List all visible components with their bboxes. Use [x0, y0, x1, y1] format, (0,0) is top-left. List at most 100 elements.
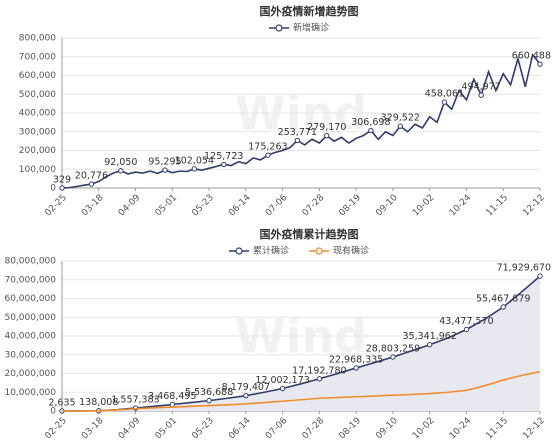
x-tick-label: 09-10	[374, 416, 400, 442]
legend-label: 现有确诊	[333, 245, 369, 257]
series-line	[61, 275, 541, 412]
series-line	[61, 53, 541, 189]
data-point	[88, 181, 95, 187]
x-tick-label: 08-19	[337, 193, 363, 219]
data-label: 102,054	[175, 155, 214, 166]
x-tick-label: 05-23	[190, 416, 216, 442]
x-tick-label: 03-18	[80, 416, 106, 442]
legend-marker	[235, 247, 243, 255]
x-tick-label: 10-24	[448, 416, 474, 442]
y-tick-label: 50,000,000	[4, 313, 56, 323]
y-tick-label: 200,000	[19, 146, 56, 156]
y-tick-label: 600,000	[19, 71, 56, 81]
x-tick-label: 07-28	[301, 193, 327, 219]
data-label: 125,723	[204, 151, 243, 162]
y-tick-label: 300,000	[19, 127, 56, 137]
data-point	[169, 401, 176, 408]
data-label: 55,467,879	[476, 293, 530, 304]
y-tick-label: 40,000,000	[4, 332, 56, 342]
data-point	[537, 61, 543, 67]
data-point	[265, 152, 271, 158]
x-tick-label: 06-14	[227, 193, 253, 219]
data-label: 660,488	[512, 51, 551, 62]
data-label: 138,008	[79, 397, 118, 408]
data-label: 35,341,962	[402, 331, 456, 342]
data-point	[500, 304, 506, 310]
y-tick-label: 70,000,000	[4, 275, 56, 285]
x-tick-label: 05-23	[190, 193, 216, 219]
legend-label: 新增确诊	[293, 22, 329, 34]
series-area	[62, 276, 540, 411]
data-point	[368, 127, 374, 134]
data-label: 329	[53, 174, 71, 185]
x-tick-label: 07-28	[301, 416, 327, 442]
chart-title: 国外疫情累计趋势图	[260, 227, 359, 241]
x-tick-label: 10-02	[411, 193, 437, 219]
x-tick-label: 10-24	[448, 193, 474, 219]
x-tick-label: 10-02	[411, 416, 437, 442]
x-tick-label: 07-06	[264, 416, 290, 442]
x-tick-label: 08-19	[337, 416, 363, 442]
legend-marker	[275, 24, 283, 32]
x-tick-label: 07-06	[264, 193, 290, 219]
data-point	[426, 342, 433, 348]
data-point	[191, 166, 198, 172]
y-tick-label: 0	[50, 184, 56, 194]
y-tick-label: 500,000	[19, 90, 56, 100]
data-point	[59, 185, 65, 191]
chart-title: 国外疫情新增趋势图	[260, 4, 359, 18]
x-tick-label: 11-15	[485, 193, 511, 219]
y-tick-label: 60,000,000	[4, 294, 56, 304]
x-tick-label: 06-14	[227, 416, 253, 442]
data-point	[478, 92, 484, 98]
data-point	[463, 326, 470, 333]
data-label: 5,536,688	[185, 387, 233, 398]
data-label: 22,968,335	[329, 354, 383, 365]
data-label: 458,061	[425, 89, 464, 100]
x-tick-label: 11-15	[485, 416, 511, 442]
series-line	[61, 370, 541, 412]
data-label: 494,977	[462, 82, 501, 93]
x-tick-label: 05-01	[154, 416, 180, 442]
data-point	[118, 168, 124, 174]
x-tick-label: 02-25	[43, 193, 69, 219]
legend-label: 累计确诊	[253, 245, 289, 257]
x-tick-label: 05-01	[154, 193, 180, 219]
data-label: 329,522	[381, 113, 420, 124]
y-tick-label: 10,000,000	[4, 388, 56, 398]
x-tick-label: 09-10	[374, 193, 400, 219]
data-point	[243, 392, 249, 399]
data-point	[279, 385, 286, 392]
data-label: 306,698	[351, 117, 390, 128]
y-tick-label: 100,000	[19, 165, 56, 175]
data-point	[397, 123, 403, 129]
data-label: 20,776	[75, 171, 108, 182]
y-tick-label: 80,000,000	[4, 257, 56, 267]
x-tick-label: 04-09	[117, 416, 143, 442]
data-label: 95,295	[148, 157, 181, 168]
data-point	[206, 397, 212, 404]
data-label: 43,477,570	[439, 316, 493, 327]
y-tick-label: 30,000,000	[4, 350, 56, 360]
y-tick-label: 0	[50, 407, 56, 417]
data-point	[162, 167, 168, 173]
y-tick-label: 800,000	[19, 34, 56, 44]
y-tick-label: 700,000	[19, 52, 56, 62]
data-label: 8,179,407	[222, 382, 270, 393]
data-label: 28,803,259	[366, 343, 420, 354]
data-label: 1,557,383	[111, 395, 159, 406]
data-point	[221, 161, 227, 168]
data-label: 175,263	[248, 142, 287, 153]
x-tick-label: 12-12	[521, 193, 547, 219]
data-label: 253,771	[278, 127, 317, 138]
data-label: 71,929,670	[497, 263, 551, 274]
data-point	[324, 132, 330, 139]
data-point	[537, 273, 543, 279]
data-point	[441, 99, 448, 105]
data-label: 3,468,495	[148, 391, 196, 402]
x-tick-label: 12-12	[521, 416, 547, 442]
data-label: 279,170	[307, 122, 346, 133]
data-label: 92,050	[104, 157, 137, 168]
y-tick-label: 400,000	[19, 109, 56, 119]
